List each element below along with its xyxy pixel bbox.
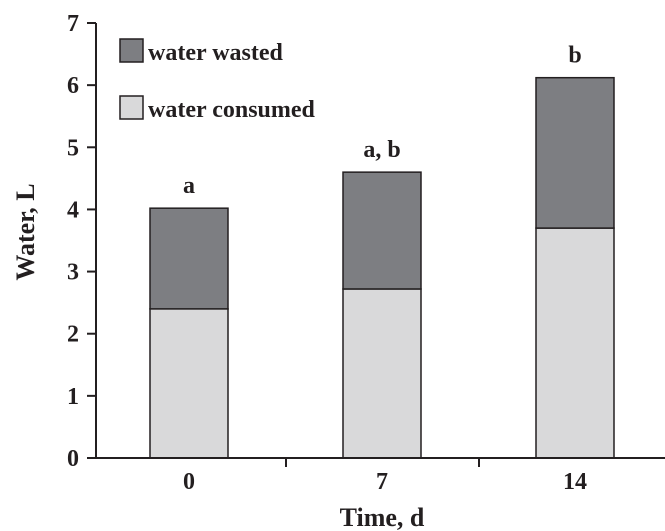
legend: water wasted water consumed (120, 39, 316, 123)
y-tick-label-5: 5 (67, 135, 79, 161)
y-tick-label-0: 0 (67, 446, 79, 472)
legend-swatch-water-wasted (120, 39, 143, 62)
legend-label-water-wasted: water wasted (148, 40, 284, 66)
legend-swatch-water-consumed (120, 96, 143, 119)
bar-water-wasted-14 (536, 78, 614, 228)
x-tick-label-14: 14 (563, 469, 587, 495)
bar-water-wasted-7 (343, 172, 421, 289)
y-tick-label-3: 3 (67, 260, 79, 286)
bar-water-consumed-0 (150, 309, 228, 458)
annotation-14: b (568, 43, 581, 69)
x-ticks: 0 7 14 (183, 458, 587, 495)
bars (150, 78, 614, 458)
legend-label-water-consumed: water consumed (148, 97, 316, 123)
y-tick-label-6: 6 (67, 73, 79, 99)
y-axis-label: Water, L (11, 183, 40, 280)
bar-water-consumed-14 (536, 228, 614, 458)
annotation-0: a (183, 173, 195, 199)
bar-water-consumed-7 (343, 289, 421, 458)
x-tick-label-0: 0 (183, 469, 195, 495)
y-tick-label-4: 4 (67, 197, 79, 223)
y-tick-label-7: 7 (67, 11, 79, 37)
y-ticks: 0 1 2 3 4 5 6 7 (67, 11, 96, 472)
annotation-7: a, b (363, 137, 400, 163)
x-axis-label: Time, d (340, 503, 425, 531)
x-tick-label-7: 7 (376, 469, 388, 495)
bar-water-wasted-0 (150, 208, 228, 309)
y-tick-label-2: 2 (67, 322, 79, 348)
y-tick-label-1: 1 (67, 384, 79, 410)
